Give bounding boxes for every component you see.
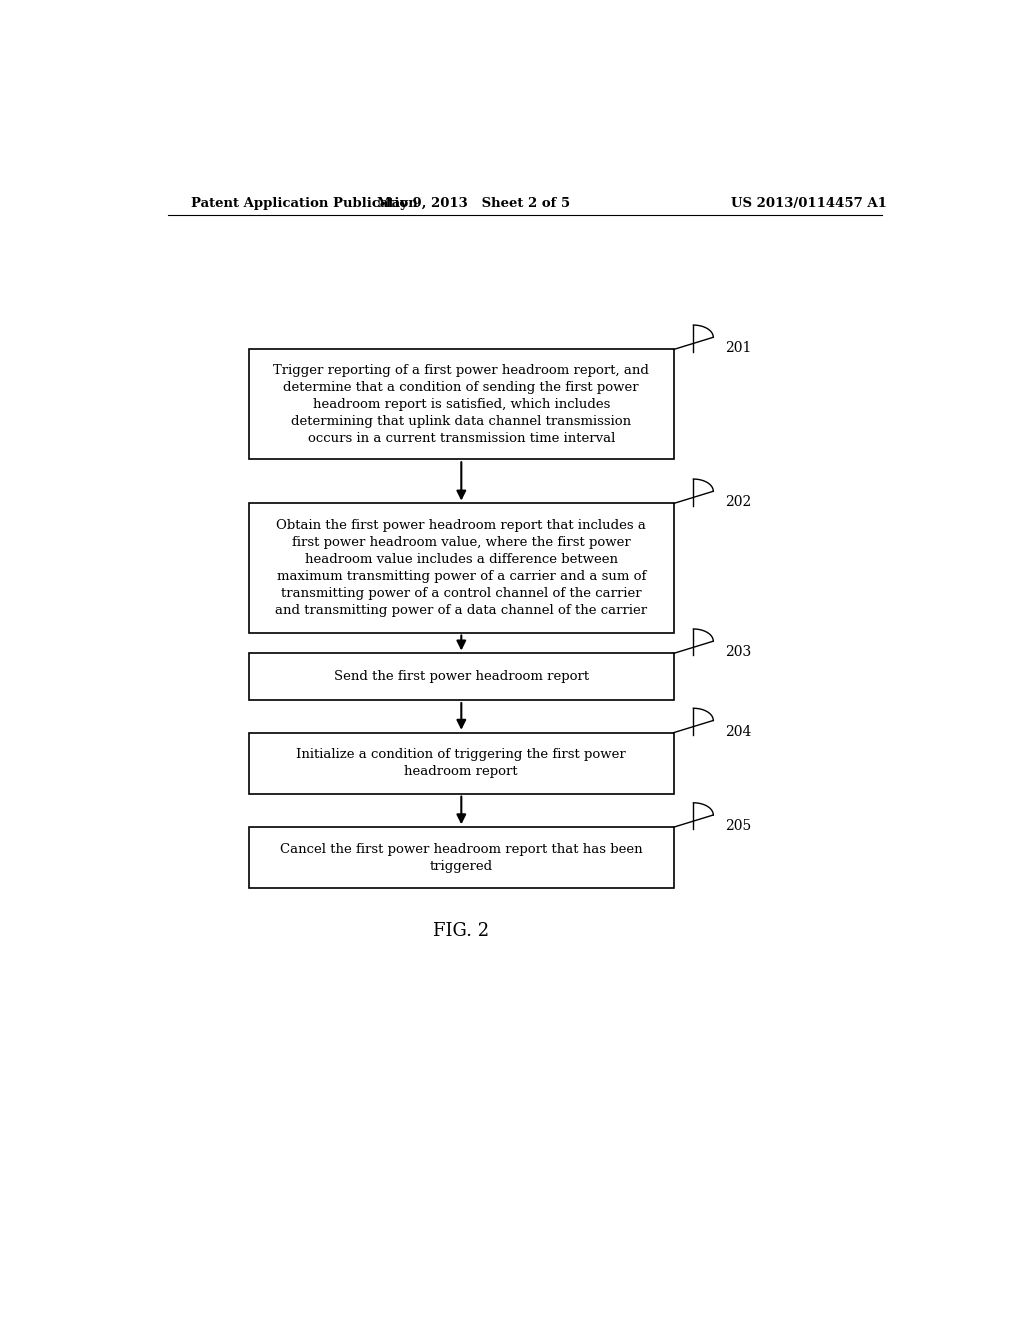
Text: Cancel the first power headroom report that has been
triggered: Cancel the first power headroom report t… [280, 842, 643, 873]
Text: 201: 201 [725, 342, 752, 355]
Bar [249, 733, 674, 793]
Text: 204: 204 [725, 725, 752, 738]
Bar [249, 503, 674, 632]
Text: US 2013/0114457 A1: US 2013/0114457 A1 [731, 197, 887, 210]
Bar [249, 828, 674, 888]
Text: 203: 203 [725, 645, 752, 659]
Text: Send the first power headroom report: Send the first power headroom report [334, 671, 589, 684]
Text: Initialize a condition of triggering the first power
headroom report: Initialize a condition of triggering the… [296, 748, 627, 779]
Text: Patent Application Publication: Patent Application Publication [191, 197, 418, 210]
Text: Obtain the first power headroom report that includes a
first power headroom valu: Obtain the first power headroom report t… [275, 519, 647, 616]
Text: 205: 205 [725, 818, 752, 833]
Bar [249, 350, 674, 459]
Text: 202: 202 [725, 495, 752, 510]
Text: Trigger reporting of a first power headroom report, and
determine that a conditi: Trigger reporting of a first power headr… [273, 364, 649, 445]
Text: FIG. 2: FIG. 2 [433, 921, 489, 940]
Text: May 9, 2013   Sheet 2 of 5: May 9, 2013 Sheet 2 of 5 [377, 197, 569, 210]
Bar [249, 653, 674, 700]
